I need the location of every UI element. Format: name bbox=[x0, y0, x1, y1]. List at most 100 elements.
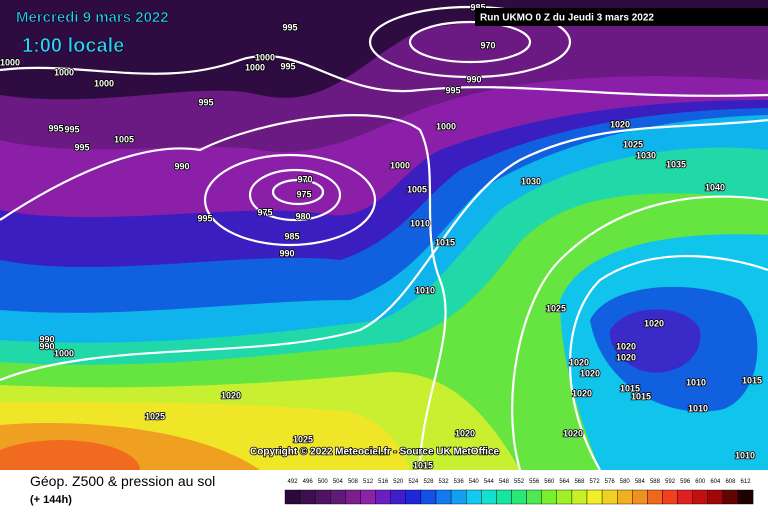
scale-label: 524 bbox=[408, 479, 419, 485]
scale-swatch bbox=[375, 489, 391, 505]
pressure-label: 1010 bbox=[415, 285, 435, 295]
pressure-label: 1000 bbox=[436, 121, 456, 131]
pressure-label: 1020 bbox=[616, 341, 636, 351]
scale-swatch bbox=[360, 489, 376, 505]
scale-swatch bbox=[330, 489, 346, 505]
scale-label: 592 bbox=[665, 479, 676, 485]
scale-swatch bbox=[662, 489, 678, 505]
pressure-label: 1010 bbox=[735, 450, 755, 460]
pressure-label: 1010 bbox=[410, 218, 430, 228]
pressure-label: 1020 bbox=[569, 357, 589, 367]
scale-label: 536 bbox=[454, 479, 465, 485]
scale-swatch bbox=[526, 489, 542, 505]
scale-swatch bbox=[481, 489, 497, 505]
pressure-label: 1000 bbox=[54, 348, 74, 358]
pressure-label: 1025 bbox=[546, 303, 566, 313]
pressure-label: 975 bbox=[296, 189, 311, 199]
scale-swatch bbox=[571, 489, 588, 505]
scale-label: 512 bbox=[363, 479, 374, 485]
scale-swatch bbox=[632, 489, 648, 505]
scale-label: 580 bbox=[620, 479, 631, 485]
pressure-label: 1020 bbox=[221, 390, 241, 400]
scale-swatch bbox=[299, 489, 316, 505]
scale-label: 568 bbox=[574, 479, 585, 485]
pressure-label: 1000 bbox=[94, 78, 114, 88]
scale-label: 560 bbox=[544, 479, 555, 485]
scale-swatch bbox=[466, 489, 482, 505]
scale-label: 540 bbox=[469, 479, 480, 485]
pressure-label: 995 bbox=[64, 124, 79, 134]
scale-label: 584 bbox=[635, 479, 646, 485]
scale-label: 492 bbox=[288, 479, 299, 485]
pressure-label: 990 bbox=[174, 161, 189, 171]
pressure-label: 970 bbox=[480, 40, 495, 50]
pressure-label: 1005 bbox=[114, 134, 134, 144]
pressure-label: 1000 bbox=[54, 67, 74, 77]
pressure-label: 1020 bbox=[455, 428, 475, 438]
pressure-label: 1015 bbox=[413, 460, 433, 470]
pressure-label: 1010 bbox=[688, 403, 708, 413]
pressure-label: 1000 bbox=[245, 62, 265, 72]
scale-swatch bbox=[692, 489, 709, 505]
pressure-label: 1020 bbox=[563, 428, 583, 438]
forecast-hour: (+ 144h) bbox=[30, 494, 72, 506]
pressure-label: 1015 bbox=[742, 375, 762, 385]
time: 1:00 locale bbox=[22, 35, 124, 57]
pressure-label: 1040 bbox=[705, 182, 725, 192]
scale-swatch bbox=[737, 489, 754, 505]
scale-swatch bbox=[496, 489, 512, 505]
pressure-label: 1020 bbox=[580, 368, 600, 378]
pressure-label: 1015 bbox=[631, 391, 651, 401]
pressure-label: 995 bbox=[74, 142, 89, 152]
scale-swatch bbox=[511, 489, 527, 505]
pressure-label: 1000 bbox=[255, 52, 275, 62]
scale-label: 612 bbox=[741, 479, 752, 485]
pressure-label: 1015 bbox=[435, 237, 455, 247]
pressure-label: 1025 bbox=[293, 434, 313, 444]
scale-label: 556 bbox=[529, 479, 540, 485]
scale-swatch bbox=[647, 489, 663, 505]
run-box bbox=[475, 8, 768, 26]
pressure-label: 990 bbox=[279, 248, 294, 258]
pressure-label: 1025 bbox=[145, 411, 165, 421]
scale-label: 504 bbox=[333, 479, 344, 485]
pressure-label: 995 bbox=[280, 61, 295, 71]
pressure-label: 995 bbox=[198, 97, 213, 107]
scale-label: 544 bbox=[484, 479, 495, 485]
pressure-label: 1030 bbox=[521, 176, 541, 186]
pressure-label: 1025 bbox=[623, 139, 643, 149]
scale-swatch bbox=[315, 489, 331, 505]
pressure-label: 990 bbox=[39, 334, 54, 344]
copyright: Copyright © 2022 Meteociel.fr - Source U… bbox=[250, 447, 500, 458]
date: Mercredi 9 mars 2022 bbox=[16, 9, 169, 26]
scale-label: 548 bbox=[499, 479, 510, 485]
scale-label: 572 bbox=[590, 479, 601, 485]
scale-label: 588 bbox=[650, 479, 661, 485]
field bbox=[0, 0, 768, 500]
footer-title: Géop. Z500 & pression au sol bbox=[30, 473, 215, 489]
scale-swatch bbox=[556, 489, 573, 505]
scale-swatch bbox=[707, 489, 724, 505]
pressure-label: 990 bbox=[466, 74, 481, 84]
isobars bbox=[0, 5, 768, 471]
pressure-label: 995 bbox=[48, 123, 63, 133]
pressure-label: 1015 bbox=[620, 383, 640, 393]
pressure-label: 1035 bbox=[666, 159, 686, 169]
pressure-label: 995 bbox=[445, 85, 460, 95]
scale-label: 532 bbox=[439, 479, 450, 485]
scale-label: 604 bbox=[710, 479, 721, 485]
scale-swatch bbox=[722, 489, 739, 505]
scale-label: 564 bbox=[559, 479, 570, 485]
scale-swatch bbox=[405, 489, 422, 505]
pressure-label: 1020 bbox=[572, 388, 592, 398]
scale-label: 516 bbox=[378, 479, 389, 485]
scale-label: 496 bbox=[303, 479, 314, 485]
pressure-label: 970 bbox=[297, 174, 312, 184]
scale-swatch bbox=[390, 489, 407, 505]
scale-label: 520 bbox=[393, 479, 404, 485]
scale-swatch bbox=[345, 489, 361, 505]
scale-swatch bbox=[435, 489, 452, 505]
scale-label: 552 bbox=[514, 479, 525, 485]
pressure-label: 1010 bbox=[686, 377, 706, 387]
